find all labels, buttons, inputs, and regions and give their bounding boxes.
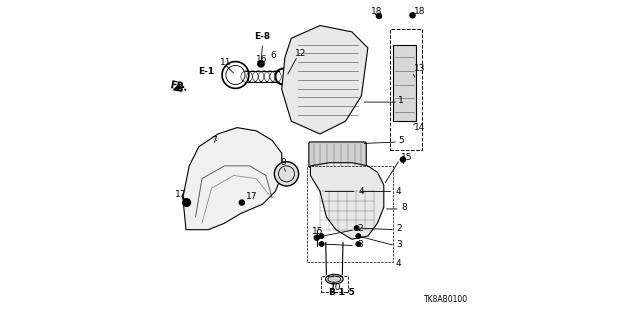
Text: 11: 11 — [220, 58, 231, 67]
Ellipse shape — [326, 274, 343, 284]
Text: 1: 1 — [398, 96, 404, 105]
Polygon shape — [310, 163, 384, 239]
Text: 18: 18 — [371, 7, 383, 16]
Bar — [390, 29, 422, 150]
Circle shape — [356, 234, 360, 238]
Text: 7: 7 — [211, 136, 217, 145]
Circle shape — [183, 199, 191, 206]
Polygon shape — [394, 45, 416, 121]
Text: 10: 10 — [330, 283, 341, 292]
Text: 4: 4 — [396, 259, 401, 268]
Text: 4: 4 — [358, 187, 364, 196]
Polygon shape — [282, 26, 368, 134]
Text: 12: 12 — [295, 49, 307, 58]
Text: 2: 2 — [396, 224, 401, 233]
Circle shape — [355, 226, 359, 230]
Text: 6: 6 — [271, 51, 276, 60]
Text: E-1: E-1 — [198, 67, 214, 76]
Circle shape — [356, 242, 360, 246]
Text: 15: 15 — [401, 153, 413, 162]
Circle shape — [410, 13, 415, 18]
Circle shape — [401, 157, 406, 162]
Text: 17: 17 — [175, 190, 186, 199]
Text: 17: 17 — [246, 192, 257, 201]
Text: 18: 18 — [413, 7, 425, 16]
Text: FR.: FR. — [169, 80, 189, 93]
Text: 3: 3 — [357, 240, 363, 249]
Text: 15: 15 — [312, 227, 324, 236]
Text: 8: 8 — [401, 203, 407, 212]
Text: 2: 2 — [357, 224, 363, 233]
Text: 4: 4 — [396, 187, 401, 196]
Text: E-8: E-8 — [255, 32, 271, 41]
Text: 9: 9 — [280, 158, 286, 167]
Bar — [307, 166, 394, 262]
Text: TK8AB0100: TK8AB0100 — [424, 295, 468, 304]
Circle shape — [319, 234, 324, 238]
Circle shape — [376, 13, 381, 19]
Circle shape — [319, 242, 324, 246]
Circle shape — [275, 162, 299, 186]
Circle shape — [239, 200, 244, 205]
Text: B-1-5: B-1-5 — [328, 288, 355, 297]
Text: 16: 16 — [255, 55, 267, 63]
Text: 13: 13 — [414, 64, 426, 73]
Circle shape — [314, 235, 319, 240]
Text: 3: 3 — [396, 240, 402, 249]
Text: 5: 5 — [398, 136, 404, 145]
FancyBboxPatch shape — [309, 142, 366, 167]
Circle shape — [258, 61, 264, 67]
Text: 14: 14 — [414, 123, 426, 132]
Bar — [321, 276, 348, 292]
Polygon shape — [183, 128, 282, 230]
